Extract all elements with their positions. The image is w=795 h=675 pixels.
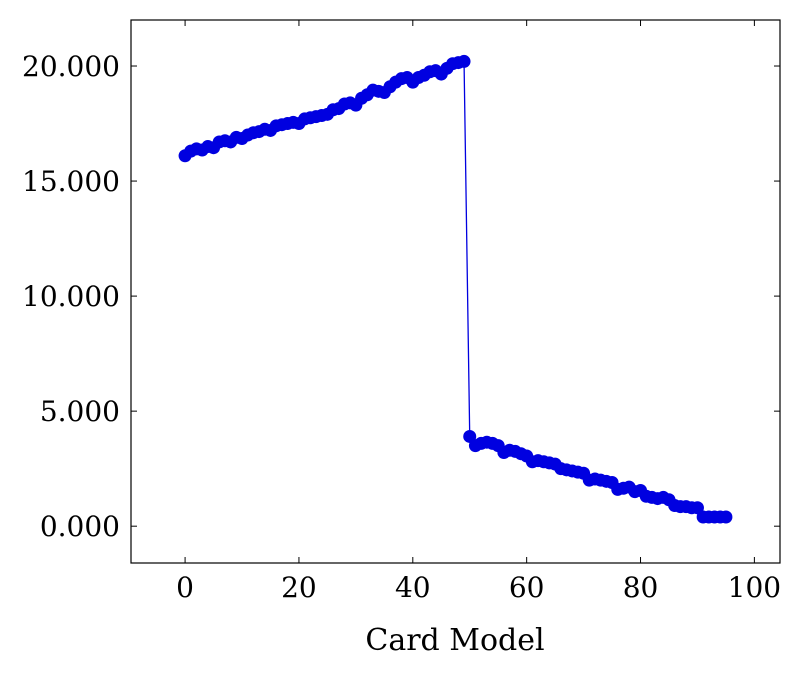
x-axis-label: Card Model	[365, 623, 544, 658]
y-tick-label: 10.000	[22, 280, 120, 313]
y-tick-label: 5.000	[40, 395, 120, 428]
x-tick-label: 80	[623, 571, 659, 604]
y-tick-label: 20.000	[22, 50, 120, 83]
x-tick-label: 60	[509, 571, 545, 604]
y-tick-label: 15.000	[22, 165, 120, 198]
series-layer	[178, 54, 733, 524]
x-tick-label: 0	[176, 571, 194, 604]
data-point	[457, 54, 471, 68]
x-tick-label: 40	[395, 571, 431, 604]
axis-ticks: 0 20 40 60 80 100 0.000 5.000 10.000 15.000 20.000	[22, 20, 781, 604]
x-tick-label: 20	[281, 571, 317, 604]
plot-frame	[130, 19, 781, 564]
y-tick-label: 0.000	[40, 510, 120, 543]
x-tick-label: 100	[728, 571, 781, 604]
data-point	[719, 510, 733, 524]
